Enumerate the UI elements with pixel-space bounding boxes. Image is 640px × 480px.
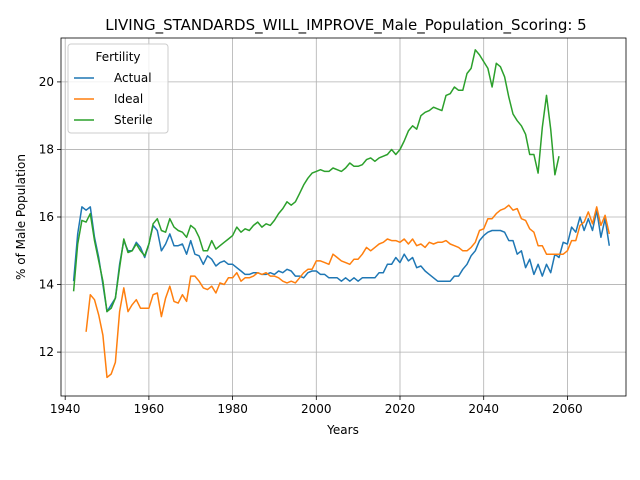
x-axis-label: Years (326, 423, 359, 437)
x-tick-label: 1980 (217, 402, 248, 416)
chart-title: LIVING_STANDARDS_WILL_IMPROVE_Male_Popul… (105, 16, 586, 35)
x-tick-label: 1960 (134, 402, 165, 416)
legend-box (67, 43, 169, 134)
series-line-actual (72, 206, 611, 313)
legend-label-ideal: Ideal (114, 92, 143, 106)
legend-title: Fertility (95, 50, 140, 64)
y-tick-label: 18 (39, 142, 54, 156)
x-tick-label: 2040 (468, 402, 499, 416)
legend-label-actual: Actual (114, 71, 152, 85)
series-line-sterile (72, 49, 560, 313)
x-tick-label: 2060 (552, 402, 583, 416)
x-tick-label: 2000 (301, 402, 332, 416)
legend-label-sterile: Sterile (114, 113, 153, 127)
y-axis-label: % of Male Population (14, 154, 28, 280)
x-axis-ticks: 1940 1960 1980 2000 2020 2040 2060 (50, 396, 583, 416)
series-lines (72, 49, 611, 379)
y-tick-label: 16 (39, 210, 54, 224)
x-tick-label: 2020 (385, 402, 416, 416)
y-tick-label: 14 (39, 278, 54, 292)
series-line-ideal (85, 204, 611, 379)
legend: Fertility Actual Ideal Sterile (67, 43, 169, 134)
x-tick-label: 1940 (50, 402, 81, 416)
y-axis-ticks: 12 14 16 18 20 (39, 75, 61, 359)
y-tick-label: 12 (39, 345, 54, 359)
y-tick-label: 20 (39, 75, 54, 89)
